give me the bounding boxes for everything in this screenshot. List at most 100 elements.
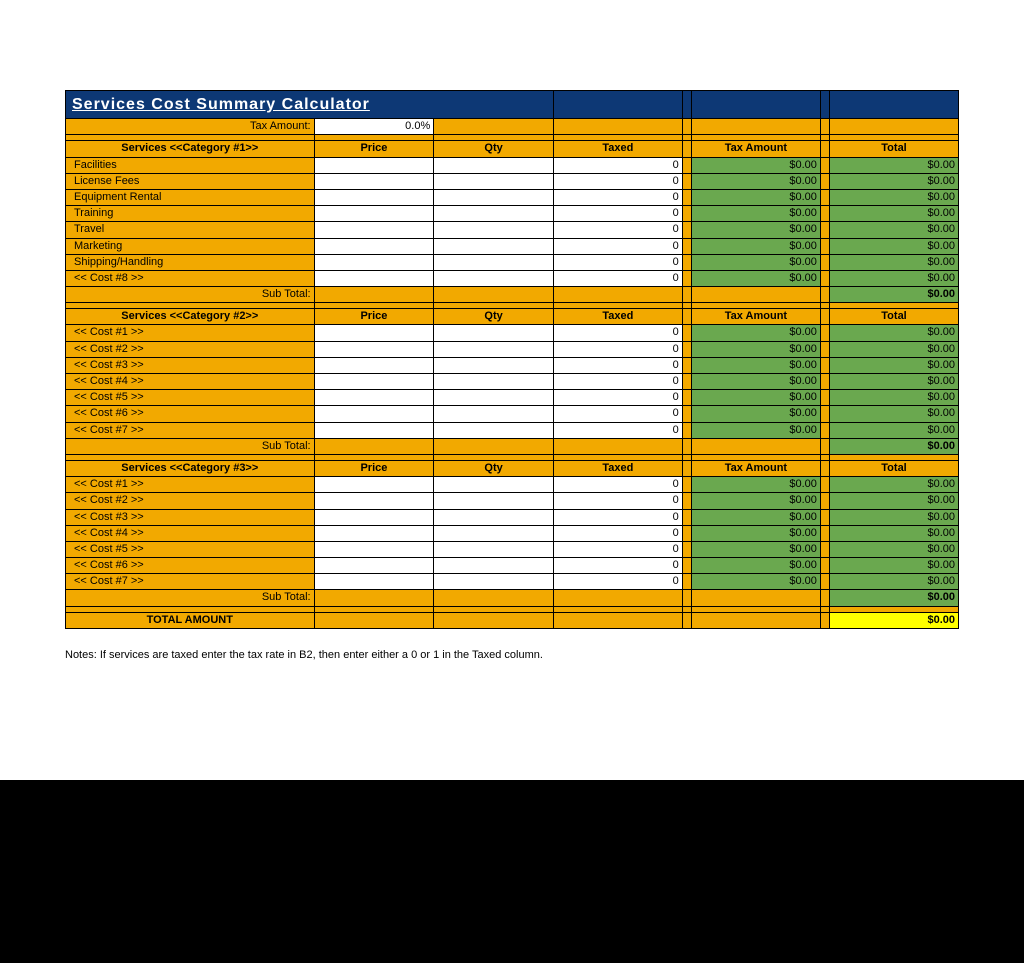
taxed-input[interactable]: 0 xyxy=(553,406,682,422)
tax-amount-cell: $0.00 xyxy=(691,541,820,557)
taxed-input[interactable]: 0 xyxy=(553,270,682,286)
qty-input[interactable] xyxy=(434,574,554,590)
taxed-input[interactable]: 0 xyxy=(553,206,682,222)
qty-input[interactable] xyxy=(434,374,554,390)
price-input[interactable] xyxy=(314,357,434,373)
price-input[interactable] xyxy=(314,173,434,189)
col-tax-amount: Tax Amount xyxy=(691,309,820,325)
row-name: Travel xyxy=(66,222,315,238)
notes-text: Notes: If services are taxed enter the t… xyxy=(65,649,959,661)
row-name: Shipping/Handling xyxy=(66,254,315,270)
qty-input[interactable] xyxy=(434,173,554,189)
taxed-input[interactable]: 0 xyxy=(553,525,682,541)
total-cell: $0.00 xyxy=(830,574,959,590)
total-cell: $0.00 xyxy=(830,525,959,541)
qty-input[interactable] xyxy=(434,558,554,574)
price-input[interactable] xyxy=(314,222,434,238)
row-name: << Cost #6 >> xyxy=(66,558,315,574)
taxed-input[interactable]: 0 xyxy=(553,493,682,509)
total-cell: $0.00 xyxy=(830,189,959,205)
qty-input[interactable] xyxy=(434,477,554,493)
qty-input[interactable] xyxy=(434,157,554,173)
tax-amount-cell: $0.00 xyxy=(691,157,820,173)
col-qty: Qty xyxy=(434,309,554,325)
qty-input[interactable] xyxy=(434,406,554,422)
qty-input[interactable] xyxy=(434,189,554,205)
tax-amount-cell: $0.00 xyxy=(691,493,820,509)
taxed-input[interactable]: 0 xyxy=(553,390,682,406)
col-qty: Qty xyxy=(434,460,554,476)
row-name: << Cost #1 >> xyxy=(66,477,315,493)
tax-amount-cell: $0.00 xyxy=(691,422,820,438)
price-input[interactable] xyxy=(314,374,434,390)
price-input[interactable] xyxy=(314,558,434,574)
price-input[interactable] xyxy=(314,406,434,422)
taxed-input[interactable]: 0 xyxy=(553,422,682,438)
taxed-input[interactable]: 0 xyxy=(553,541,682,557)
price-input[interactable] xyxy=(314,493,434,509)
qty-input[interactable] xyxy=(434,325,554,341)
taxed-input[interactable]: 0 xyxy=(553,509,682,525)
price-input[interactable] xyxy=(314,477,434,493)
tax-amount-cell: $0.00 xyxy=(691,477,820,493)
total-cell: $0.00 xyxy=(830,157,959,173)
taxed-input[interactable]: 0 xyxy=(553,325,682,341)
taxed-input[interactable]: 0 xyxy=(553,254,682,270)
taxed-input[interactable]: 0 xyxy=(553,157,682,173)
price-input[interactable] xyxy=(314,390,434,406)
row-name: << Cost #4 >> xyxy=(66,374,315,390)
qty-input[interactable] xyxy=(434,509,554,525)
price-input[interactable] xyxy=(314,422,434,438)
qty-input[interactable] xyxy=(434,541,554,557)
tax-amount-cell: $0.00 xyxy=(691,254,820,270)
price-input[interactable] xyxy=(314,206,434,222)
qty-input[interactable] xyxy=(434,341,554,357)
total-amount-label: TOTAL AMOUNT xyxy=(66,612,315,628)
col-total: Total xyxy=(830,141,959,157)
tax-amount-cell: $0.00 xyxy=(691,525,820,541)
price-input[interactable] xyxy=(314,157,434,173)
price-input[interactable] xyxy=(314,525,434,541)
qty-input[interactable] xyxy=(434,222,554,238)
col-price: Price xyxy=(314,141,434,157)
qty-input[interactable] xyxy=(434,493,554,509)
price-input[interactable] xyxy=(314,541,434,557)
taxed-input[interactable]: 0 xyxy=(553,238,682,254)
taxed-input[interactable]: 0 xyxy=(553,558,682,574)
spreadsheet-page: Services Cost Summary CalculatorTax Amou… xyxy=(0,0,1024,780)
tax-amount-input[interactable]: 0.0% xyxy=(314,119,434,135)
qty-input[interactable] xyxy=(434,525,554,541)
col-total: Total xyxy=(830,309,959,325)
total-cell: $0.00 xyxy=(830,270,959,286)
price-input[interactable] xyxy=(314,325,434,341)
taxed-input[interactable]: 0 xyxy=(553,477,682,493)
tax-amount-cell: $0.00 xyxy=(691,509,820,525)
qty-input[interactable] xyxy=(434,254,554,270)
price-input[interactable] xyxy=(314,238,434,254)
price-input[interactable] xyxy=(314,254,434,270)
taxed-input[interactable]: 0 xyxy=(553,341,682,357)
price-input[interactable] xyxy=(314,189,434,205)
taxed-input[interactable]: 0 xyxy=(553,357,682,373)
tax-amount-cell: $0.00 xyxy=(691,374,820,390)
taxed-input[interactable]: 0 xyxy=(553,189,682,205)
price-input[interactable] xyxy=(314,574,434,590)
price-input[interactable] xyxy=(314,341,434,357)
price-input[interactable] xyxy=(314,270,434,286)
qty-input[interactable] xyxy=(434,206,554,222)
qty-input[interactable] xyxy=(434,238,554,254)
row-name: License Fees xyxy=(66,173,315,189)
taxed-input[interactable]: 0 xyxy=(553,374,682,390)
qty-input[interactable] xyxy=(434,390,554,406)
subtotal-value: $0.00 xyxy=(830,590,959,606)
qty-input[interactable] xyxy=(434,357,554,373)
row-name: << Cost #5 >> xyxy=(66,390,315,406)
taxed-input[interactable]: 0 xyxy=(553,222,682,238)
taxed-input[interactable]: 0 xyxy=(553,173,682,189)
qty-input[interactable] xyxy=(434,270,554,286)
qty-input[interactable] xyxy=(434,422,554,438)
taxed-input[interactable]: 0 xyxy=(553,574,682,590)
row-name: << Cost #8 >> xyxy=(66,270,315,286)
total-cell: $0.00 xyxy=(830,206,959,222)
price-input[interactable] xyxy=(314,509,434,525)
